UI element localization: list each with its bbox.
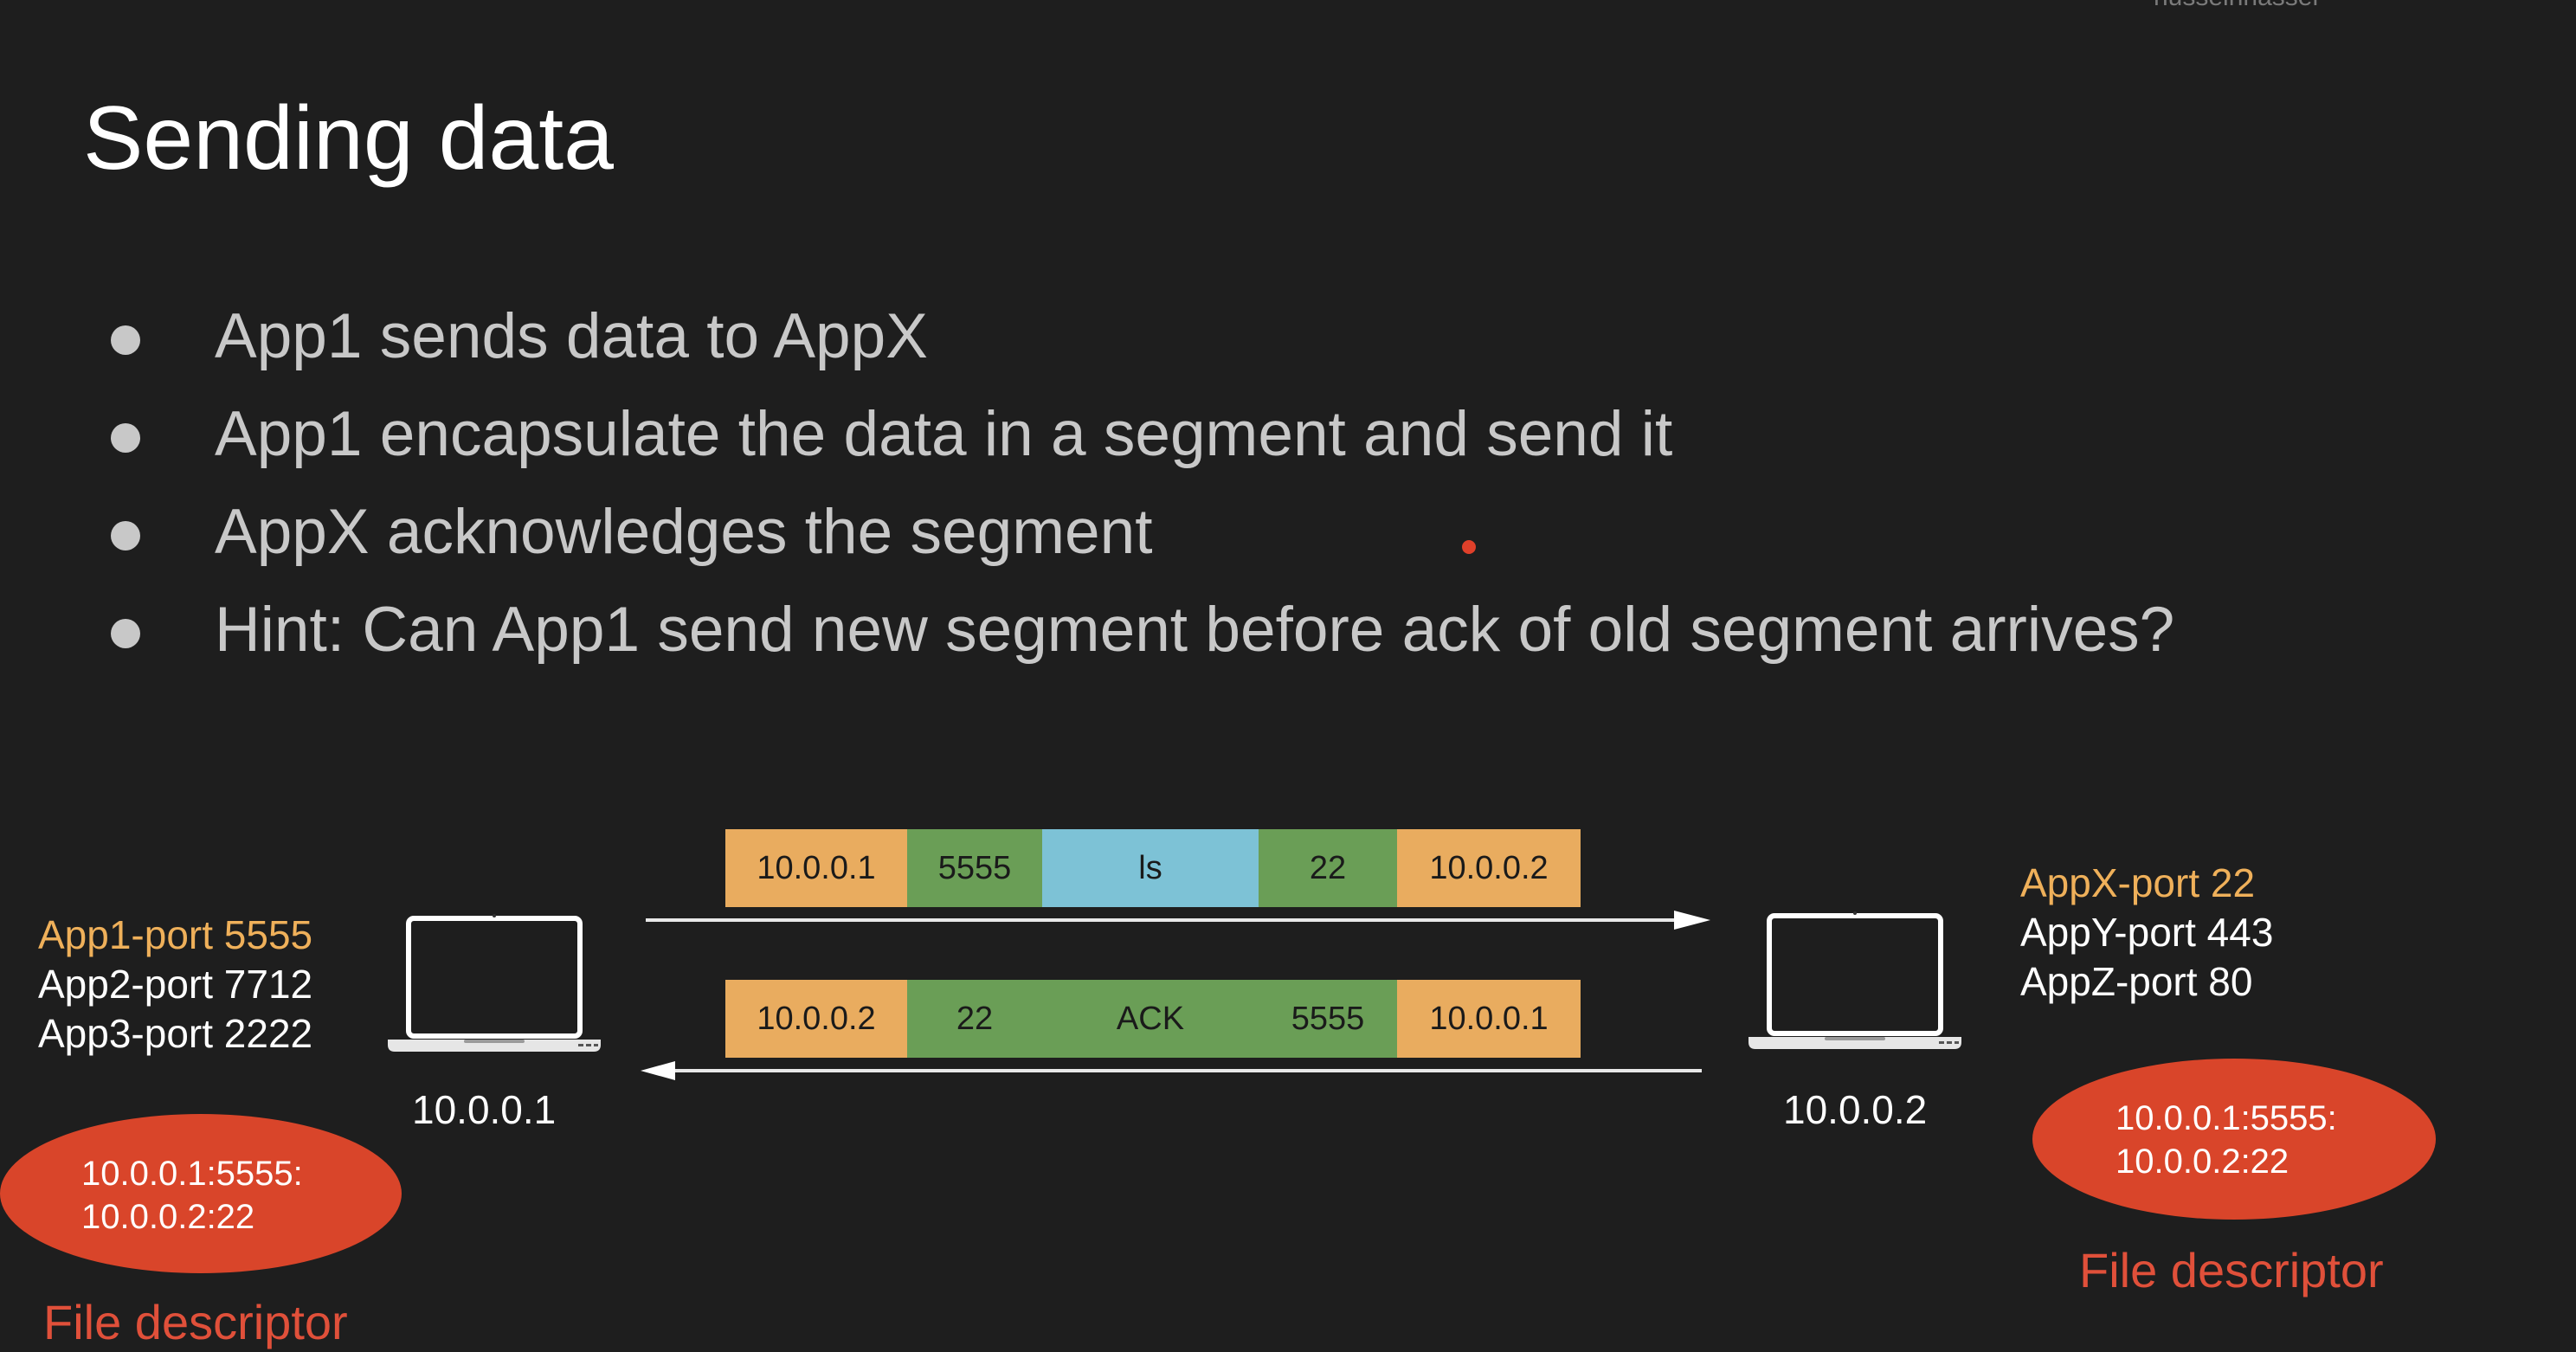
slide-title: Sending data [83, 88, 614, 189]
bullet-dot-icon [111, 325, 140, 355]
source-ip-cell: 10.0.0.1 [725, 829, 907, 907]
arrow-left-icon [641, 1061, 675, 1080]
payload-cell: ls [1042, 829, 1259, 907]
laser-pointer-dot [1462, 540, 1476, 554]
laptop-icon [388, 914, 601, 1052]
destination-ip-cell: 10.0.0.2 [1397, 829, 1581, 907]
port-entry-highlighted: AppX-port 22 [2020, 860, 2256, 905]
right-port-list: AppX-port 22 AppY-port 443 AppZ-port 80 [2020, 859, 2273, 1007]
source-port-cell: 5555 [907, 829, 1042, 907]
file-descriptor-line: 10.0.0.2:22 [2116, 1143, 2289, 1181]
left-file-descriptor-label: File descriptor [43, 1295, 348, 1349]
port-entry-highlighted: App1-port 5555 [38, 912, 313, 957]
bullet-dot-icon [111, 521, 140, 550]
destination-port-cell: 5555 [1259, 980, 1397, 1058]
right-file-descriptor-label: File descriptor [2079, 1243, 2384, 1297]
destination-ip-cell: 10.0.0.1 [1397, 980, 1581, 1058]
destination-port-cell: 22 [1259, 829, 1397, 907]
port-entry: AppY-port 443 [2020, 910, 2274, 955]
bullet-dot-icon [111, 423, 140, 453]
ack-segment: 10.0.0.2 22 ACK 5555 10.0.0.1 [725, 980, 1581, 1058]
port-entry: App2-port 7712 [38, 962, 313, 1007]
payload-cell: ACK [1042, 980, 1259, 1058]
left-file-descriptor-bubble: 10.0.0.1:5555: 10.0.0.2:22 [0, 1114, 402, 1273]
left-host-ip: 10.0.0.1 [412, 1087, 557, 1132]
bullet-text: AppX acknowledges the segment [215, 497, 1153, 567]
left-port-list: App1-port 5555 App2-port 7712 App3-port … [38, 911, 312, 1059]
outgoing-segment: 10.0.0.1 5555 ls 22 10.0.0.2 [725, 829, 1581, 907]
bullet-dot-icon [111, 619, 140, 648]
watermark: husseinnasser [2154, 0, 2321, 12]
bullet-text: Hint: Can App1 send new segment before a… [215, 595, 2175, 665]
laptop-icon [1748, 911, 1961, 1049]
transfer-arrows [641, 911, 1710, 1080]
arrow-right-icon [1674, 911, 1710, 930]
port-entry: AppZ-port 80 [2020, 959, 2253, 1004]
source-ip-cell: 10.0.0.2 [725, 980, 907, 1058]
right-file-descriptor-bubble: 10.0.0.1:5555: 10.0.0.2:22 [2032, 1059, 2436, 1220]
bullet-text: App1 encapsulate the data in a segment a… [215, 399, 1673, 469]
file-descriptor-line: 10.0.0.2:22 [81, 1198, 255, 1236]
source-port-cell: 22 [907, 980, 1042, 1058]
file-descriptor-line: 10.0.0.1:5555: [81, 1155, 303, 1193]
bullet-text: App1 sends data to AppX [215, 301, 928, 371]
file-descriptor-line: 10.0.0.1:5555: [2116, 1099, 2337, 1137]
port-entry: App3-port 2222 [38, 1011, 313, 1056]
right-host-ip: 10.0.0.2 [1783, 1087, 1928, 1132]
